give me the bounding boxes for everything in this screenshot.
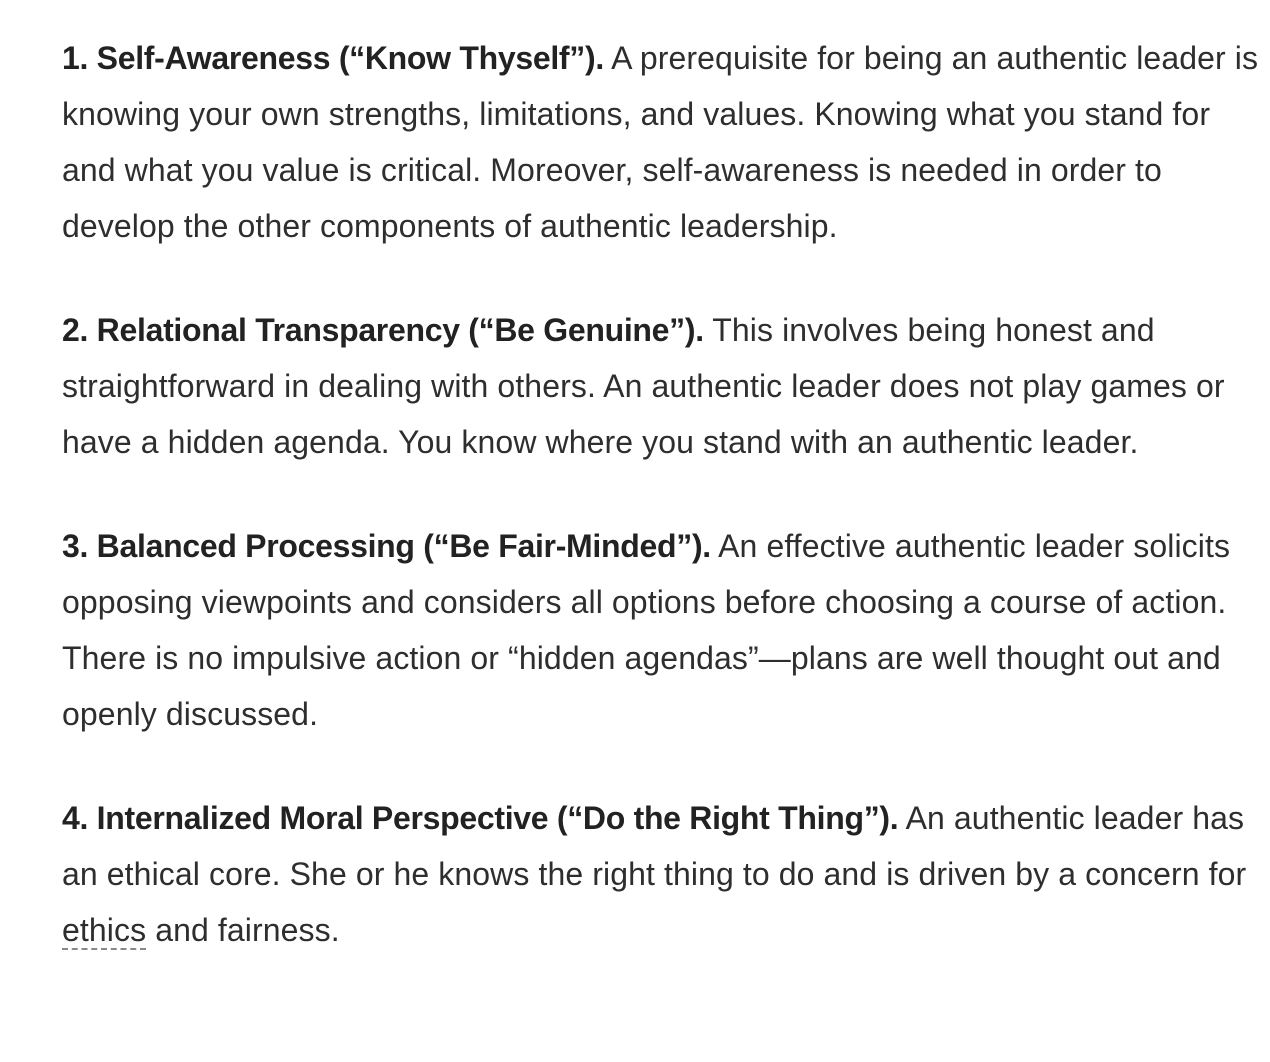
- section-self-awareness: 1. Self-Awareness (“Know Thyself”). A pr…: [62, 30, 1262, 254]
- section-body: A prerequisite for being an authentic le…: [62, 40, 1259, 244]
- section-balanced-processing: 3. Balanced Processing (“Be Fair-Minded”…: [62, 518, 1262, 742]
- section-heading: 3. Balanced Processing (“Be Fair-Minded”…: [62, 528, 711, 564]
- section-body: An authentic leader has an ethical core.…: [62, 800, 1247, 892]
- article-content: 1. Self-Awareness (“Know Thyself”). A pr…: [62, 30, 1262, 958]
- section-moral-perspective: 4. Internalized Moral Perspective (“Do t…: [62, 790, 1262, 958]
- section-body: An effective authentic leader solicits o…: [62, 528, 1231, 732]
- section-body: This involves being honest and straightf…: [62, 312, 1225, 460]
- section-heading: 4. Internalized Moral Perspective (“Do t…: [62, 800, 899, 836]
- section-relational-transparency: 2. Relational Transparency (“Be Genuine”…: [62, 302, 1262, 470]
- section-heading: 2. Relational Transparency (“Be Genuine”…: [62, 312, 704, 348]
- section-body-end: and fairness.: [146, 912, 340, 948]
- glossary-term-ethics[interactable]: ethics: [62, 912, 147, 950]
- section-heading: 1. Self-Awareness (“Know Thyself”).: [62, 40, 604, 76]
